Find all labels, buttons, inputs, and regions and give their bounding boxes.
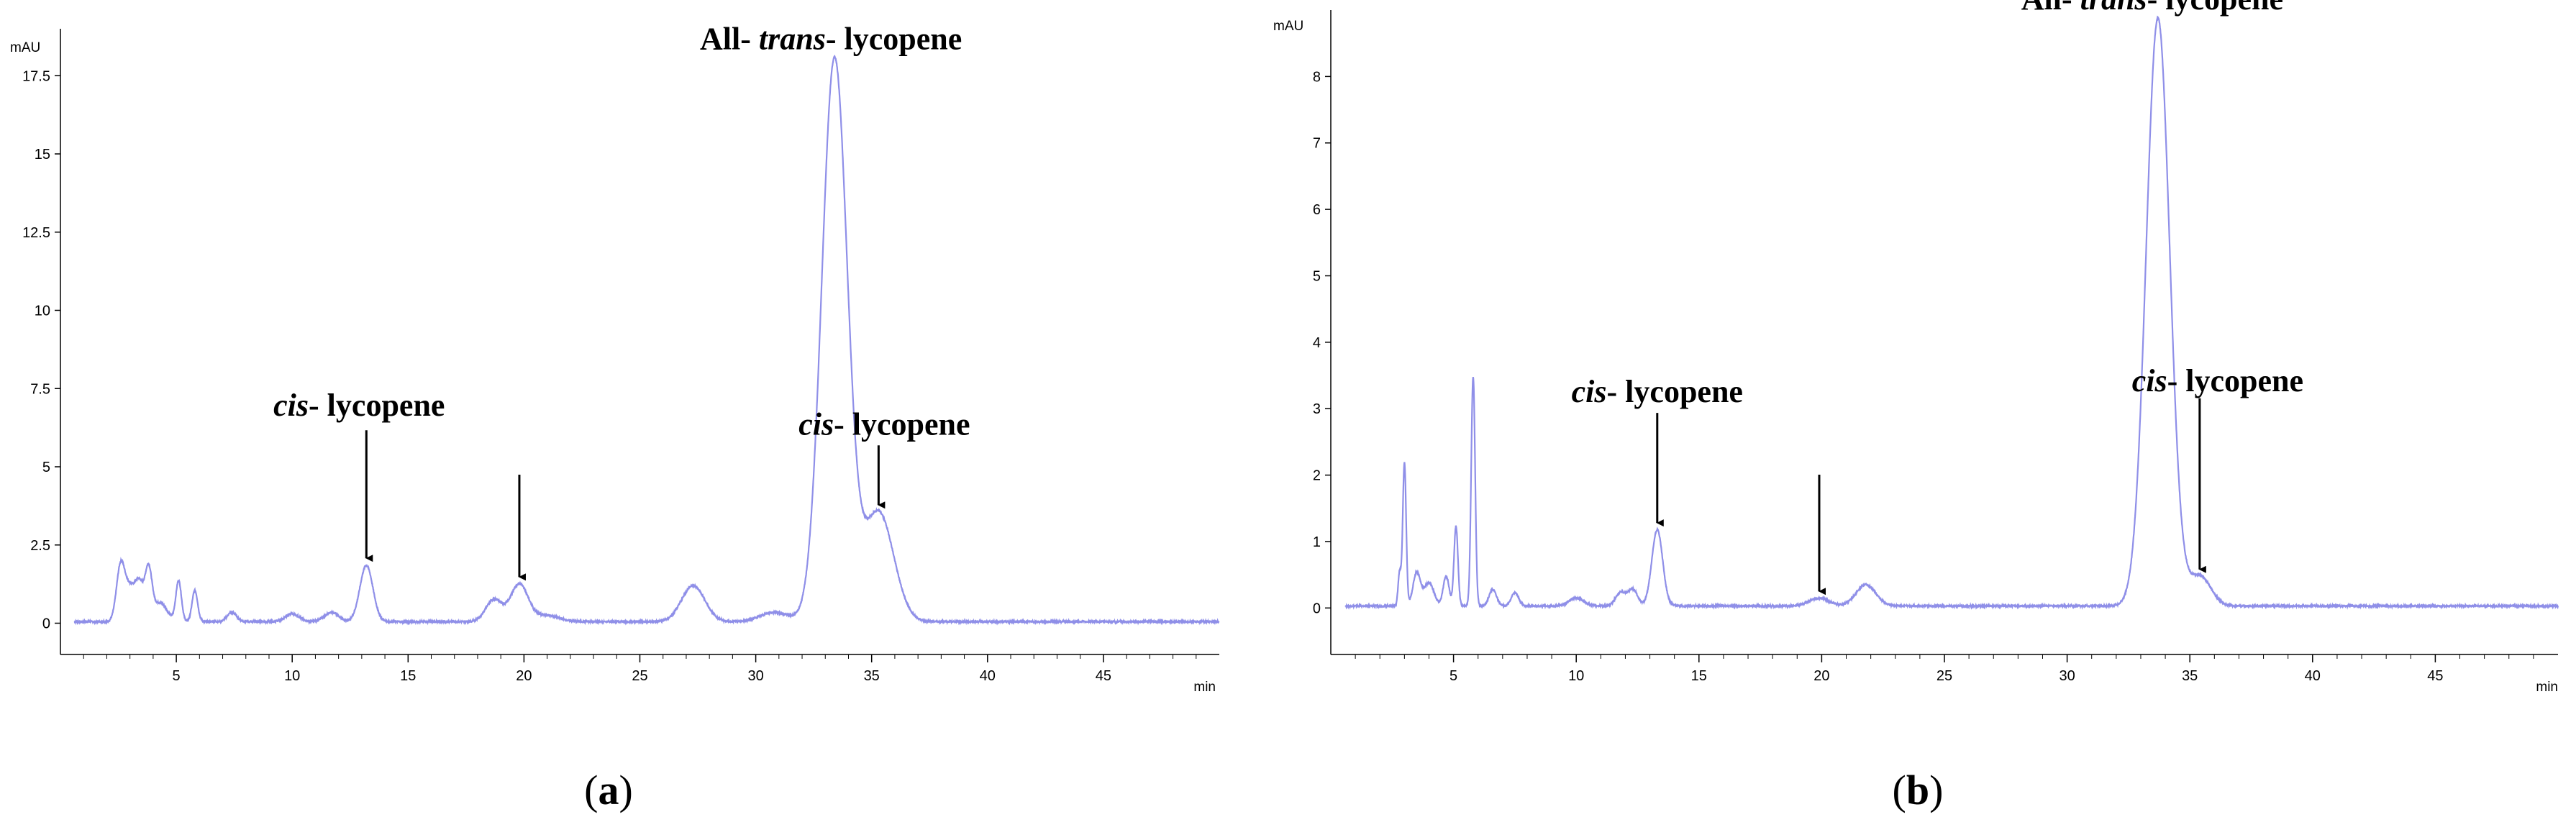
label-italic-part: cis bbox=[1572, 374, 1607, 409]
chromatogram-trace bbox=[73, 55, 1220, 626]
x-tick-label: 20 bbox=[516, 668, 532, 684]
cis-lycopene-label: cis- lycopene bbox=[2132, 363, 2303, 398]
y-tick-label: 17.5 bbox=[22, 68, 50, 84]
y-axis-ticks: 0 2.5 5 7.5 10 12.5 15 17.5 bbox=[22, 68, 60, 632]
panel-label-close-paren: ) bbox=[1929, 767, 1943, 813]
all-trans-lycopene-label: All- trans- lycopene bbox=[700, 22, 962, 57]
label-rest: - lycopene bbox=[826, 22, 962, 57]
label-italic-part: cis bbox=[2132, 363, 2167, 398]
y-tick-label: 0 bbox=[1313, 601, 1321, 616]
label-rest: - lycopene bbox=[2167, 363, 2303, 398]
x-tick-label: 25 bbox=[632, 668, 647, 684]
panel-label-close-paren: ) bbox=[619, 767, 633, 813]
x-tick-label: 10 bbox=[1568, 668, 1584, 684]
label-italic-part: cis bbox=[798, 406, 834, 442]
y-tick-label: 7 bbox=[1313, 136, 1321, 152]
y-tick-label: 15 bbox=[35, 147, 50, 163]
label-rest: - lycopene bbox=[834, 406, 970, 442]
label-prefix: All- bbox=[2021, 0, 2080, 17]
all-trans-lycopene-label: All- trans- lycopene bbox=[2021, 0, 2283, 17]
x-axis-ticks: 5 10 15 20 25 30 35 40 45 bbox=[83, 654, 1197, 684]
y-tick-label: 2.5 bbox=[30, 538, 50, 554]
x-tick-label: 5 bbox=[173, 668, 181, 684]
x-tick-label: 45 bbox=[2427, 668, 2443, 684]
label-italic-part: cis bbox=[273, 388, 309, 423]
x-tick-label: 45 bbox=[1096, 668, 1111, 684]
y-tick-label: 5 bbox=[1313, 268, 1321, 284]
y-tick-label: 10 bbox=[35, 304, 50, 319]
y-axis-unit-label: mAU bbox=[10, 40, 40, 55]
label-rest: - lycopene bbox=[309, 388, 445, 423]
label-prefix: All- bbox=[700, 22, 759, 57]
x-tick-label: 30 bbox=[2059, 668, 2075, 684]
label-rest: - lycopene bbox=[2147, 0, 2283, 17]
x-tick-label: 15 bbox=[1691, 668, 1707, 684]
y-tick-label: 1 bbox=[1313, 534, 1321, 550]
y-tick-label: 6 bbox=[1313, 202, 1321, 218]
cis-lycopene-label: cis- lycopene bbox=[1572, 374, 1743, 409]
cis-lycopene-label: cis- lycopene bbox=[273, 388, 445, 423]
panel-label-letter: a bbox=[599, 767, 619, 813]
panel-label-a: (a) bbox=[584, 767, 633, 813]
x-tick-label: 15 bbox=[400, 668, 416, 684]
x-axis-ticks: 5 10 15 20 25 30 35 40 45 bbox=[1355, 654, 2534, 684]
y-tick-label: 3 bbox=[1313, 401, 1321, 417]
x-tick-label: 40 bbox=[980, 668, 996, 684]
panel-label-open-paren: ( bbox=[584, 767, 598, 813]
panel-label-open-paren: ( bbox=[1893, 767, 1906, 813]
chromatogram-panel-a: mAU min 0 2.5 5 7.5 10 12.5 15 17.5 5 10 15 20 25 30… bbox=[10, 22, 1220, 813]
label-rest: - lycopene bbox=[1607, 374, 1743, 409]
panel-label-b: (b) bbox=[1893, 767, 1944, 813]
y-tick-label: 4 bbox=[1313, 335, 1321, 351]
x-tick-label: 20 bbox=[1813, 668, 1829, 684]
y-tick-label: 7.5 bbox=[30, 381, 50, 397]
panel-label-letter: b bbox=[1906, 767, 1929, 813]
x-tick-label: 30 bbox=[747, 668, 763, 684]
y-tick-label: 8 bbox=[1313, 69, 1321, 85]
y-tick-label: 12.5 bbox=[22, 225, 50, 241]
chromatogram-trace bbox=[1344, 15, 2559, 611]
x-tick-label: 5 bbox=[1449, 668, 1457, 684]
y-tick-label: 5 bbox=[42, 460, 50, 475]
y-tick-label: 0 bbox=[42, 616, 50, 632]
x-tick-label: 10 bbox=[284, 668, 300, 684]
y-tick-label: 2 bbox=[1313, 468, 1321, 484]
y-axis-ticks: 0 1 2 3 4 5 6 7 8 bbox=[1313, 69, 1331, 616]
x-axis-unit-label: min bbox=[2536, 680, 2558, 695]
x-tick-label: 35 bbox=[864, 668, 880, 684]
label-italic-part: trans bbox=[759, 22, 826, 57]
cis-lycopene-label: cis- lycopene bbox=[798, 406, 970, 442]
y-axis-unit-label: mAU bbox=[1273, 19, 1303, 34]
x-tick-label: 25 bbox=[1936, 668, 1952, 684]
x-tick-label: 35 bbox=[2182, 668, 2198, 684]
x-tick-label: 40 bbox=[2305, 668, 2321, 684]
label-italic-part: trans bbox=[2080, 0, 2147, 17]
x-axis-unit-label: min bbox=[1193, 680, 1216, 695]
